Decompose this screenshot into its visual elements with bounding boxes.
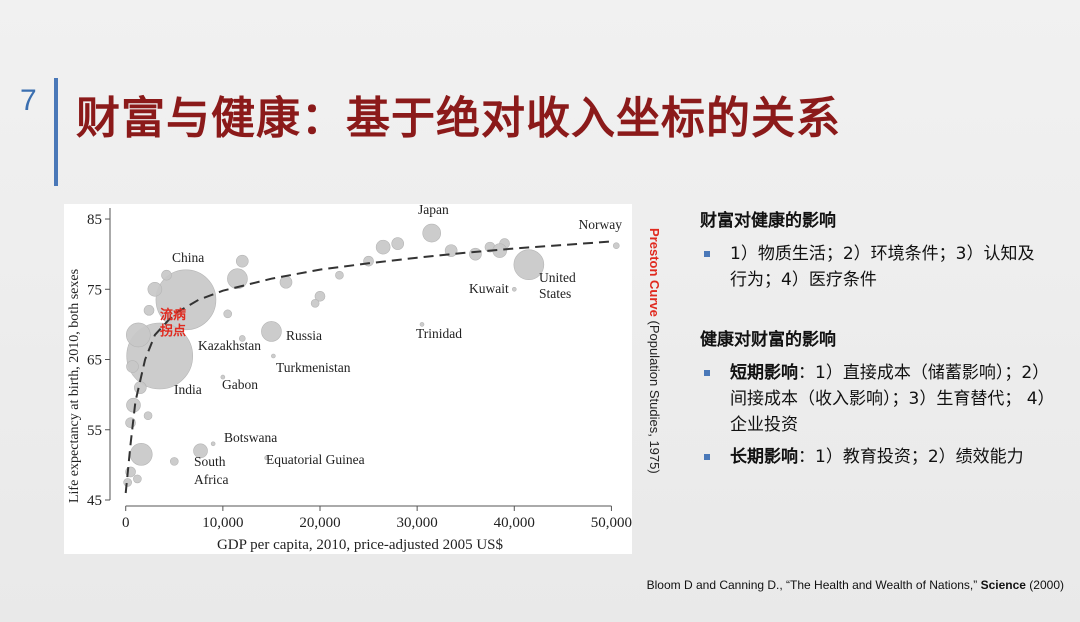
section1-list: 1）物质生活；2）环境条件；3）认知及行为；4）医疗条件	[700, 241, 1050, 293]
data-point-3	[513, 249, 545, 280]
data-point-24	[169, 457, 179, 466]
citation-journal: Science	[980, 578, 1026, 592]
y-axis-label: Life expectancy at birth, 2010, both sex…	[67, 269, 82, 503]
data-point-0	[155, 269, 217, 331]
country-label-japan: Japan	[418, 204, 449, 217]
country-label-equatorial-guinea: Equatorial Guinea	[266, 452, 365, 467]
data-point-29	[223, 309, 233, 319]
section1-heading: 财富对健康的影响	[700, 211, 836, 231]
data-point-42	[310, 299, 320, 308]
citation: Bloom D and Canning D., “The Health and …	[647, 578, 1064, 592]
citation-after: (2000)	[1025, 578, 1064, 592]
section2-item-long-term: 长期影响：1）教育投资；2）绩效能力	[700, 444, 1050, 470]
x-tick-label-40000: 40,000	[494, 515, 535, 531]
data-point-7	[271, 353, 276, 359]
caption-rest: (Population Studies, 1975)	[647, 316, 662, 474]
data-point-18	[125, 417, 136, 429]
data-point-23	[143, 411, 153, 421]
country-label-india: India	[174, 382, 202, 397]
preston-curve-chart: 45 55 65 75 85 0 10,000 20,000 30,000 40,000 50,00…	[64, 204, 632, 554]
chart-svg: 45 55 65 75 85 0 10,000 20,000 30,000 40,000 50,00…	[67, 204, 632, 553]
data-point-9	[210, 441, 216, 447]
data-point-4	[612, 242, 620, 250]
data-point-11	[264, 455, 269, 461]
epidemic-turning-point-label-line1: 流病	[160, 307, 186, 323]
country-label-russia: Russia	[286, 328, 322, 343]
long-term-text: ：1）教育投资；2）绩效能力	[798, 447, 1024, 467]
country-label-south-africa: South Africa	[194, 454, 228, 487]
slide-number: 7	[20, 84, 37, 117]
country-labels-layer: China India Japan United States Norway Russia K…	[172, 204, 622, 487]
data-point-26	[143, 305, 155, 316]
data-point-25	[147, 281, 163, 297]
y-tick-label-45: 45	[87, 493, 102, 509]
country-label-gabon: Gabon	[222, 377, 258, 392]
data-point-6	[238, 335, 246, 342]
title-accent-bar	[54, 78, 58, 186]
y-tick-label-65: 65	[87, 353, 102, 369]
x-tick-label-30000: 30,000	[397, 515, 438, 531]
right-text-panel: 财富对健康的影响 1）物质生活；2）环境条件；3）认知及行为；4）医疗条件 健康…	[700, 206, 1050, 476]
x-tick-label-10000: 10,000	[202, 515, 243, 531]
data-point-21	[123, 478, 132, 487]
section2-heading: 健康对财富的影响	[700, 330, 836, 350]
short-term-text: ：1）直接成本（储蓄影响）；2）间接成本（收入影响）；3）生育替代； 4）企业投…	[730, 363, 1050, 435]
data-point-22	[133, 474, 142, 484]
data-point-12	[419, 322, 425, 327]
data-point-27	[227, 268, 248, 290]
axes-layer: 45 55 65 75 85 0 10,000 20,000 30,000 40,000 50,00…	[87, 208, 632, 531]
data-point-15	[126, 360, 139, 373]
data-point-13	[511, 286, 517, 292]
preston-curve-line	[124, 240, 612, 494]
data-point-41	[161, 269, 172, 281]
country-label-china: China	[172, 250, 204, 265]
data-point-30	[279, 275, 293, 289]
data-point-37	[469, 247, 482, 261]
section2-item-short-term: 短期影响：1）直接成本（储蓄影响）；2）间接成本（收入影响）；3）生育替代； 4…	[700, 360, 1050, 438]
country-label-kuwait: Kuwait	[469, 281, 509, 296]
data-point-34	[375, 239, 391, 255]
data-point-14	[126, 322, 151, 348]
country-label-turkmenistan: Turkmenistan	[276, 360, 351, 375]
country-label-kazakhstan: Kazakhstan	[198, 338, 261, 353]
caption-highlight: Preston Curve	[647, 228, 662, 317]
epidemic-turning-point-label-line2: 拐点	[160, 323, 186, 339]
long-term-lead: 长期影响	[730, 447, 798, 467]
data-point-16	[133, 381, 147, 394]
x-tick-label-20000: 20,000	[299, 515, 340, 531]
data-point-28	[235, 254, 249, 268]
bubbles-layer	[123, 223, 620, 487]
y-tick-label-75: 75	[87, 282, 102, 298]
preston-curve-caption: Preston Curve (Population Studies, 1975)	[638, 228, 662, 512]
y-tick-label-85: 85	[87, 212, 102, 228]
section2-list: 短期影响：1）直接成本（储蓄影响）；2）间接成本（收入影响）；3）生育替代； 4…	[700, 360, 1050, 470]
data-point-35	[391, 237, 405, 250]
y-tick-label-55: 55	[87, 423, 102, 439]
country-label-united-states: United States	[539, 270, 576, 301]
data-point-10	[193, 443, 208, 459]
data-point-32	[335, 270, 344, 280]
x-axis-label: GDP per capita, 2010, price-adjusted 200…	[217, 537, 504, 553]
data-point-5	[261, 321, 282, 342]
country-label-botswana: Botswana	[224, 430, 277, 445]
section1-item: 1）物质生活；2）环境条件；3）认知及行为；4）医疗条件	[700, 241, 1050, 293]
country-label-norway: Norway	[579, 217, 623, 232]
citation-before: Bloom D and Canning D., “The Health and …	[646, 578, 981, 592]
x-tick-label-50000: 50,000	[591, 515, 632, 531]
x-tick-label-0: 0	[122, 515, 130, 531]
data-point-19	[129, 443, 153, 466]
data-point-2	[422, 223, 442, 243]
slide-title: 财富与健康：基于绝对收入坐标的关系	[76, 93, 841, 144]
short-term-lead: 短期影响	[730, 363, 798, 383]
country-label-trinidad: Trinidad	[416, 326, 462, 341]
data-point-31	[314, 290, 326, 302]
data-point-8	[220, 374, 226, 380]
